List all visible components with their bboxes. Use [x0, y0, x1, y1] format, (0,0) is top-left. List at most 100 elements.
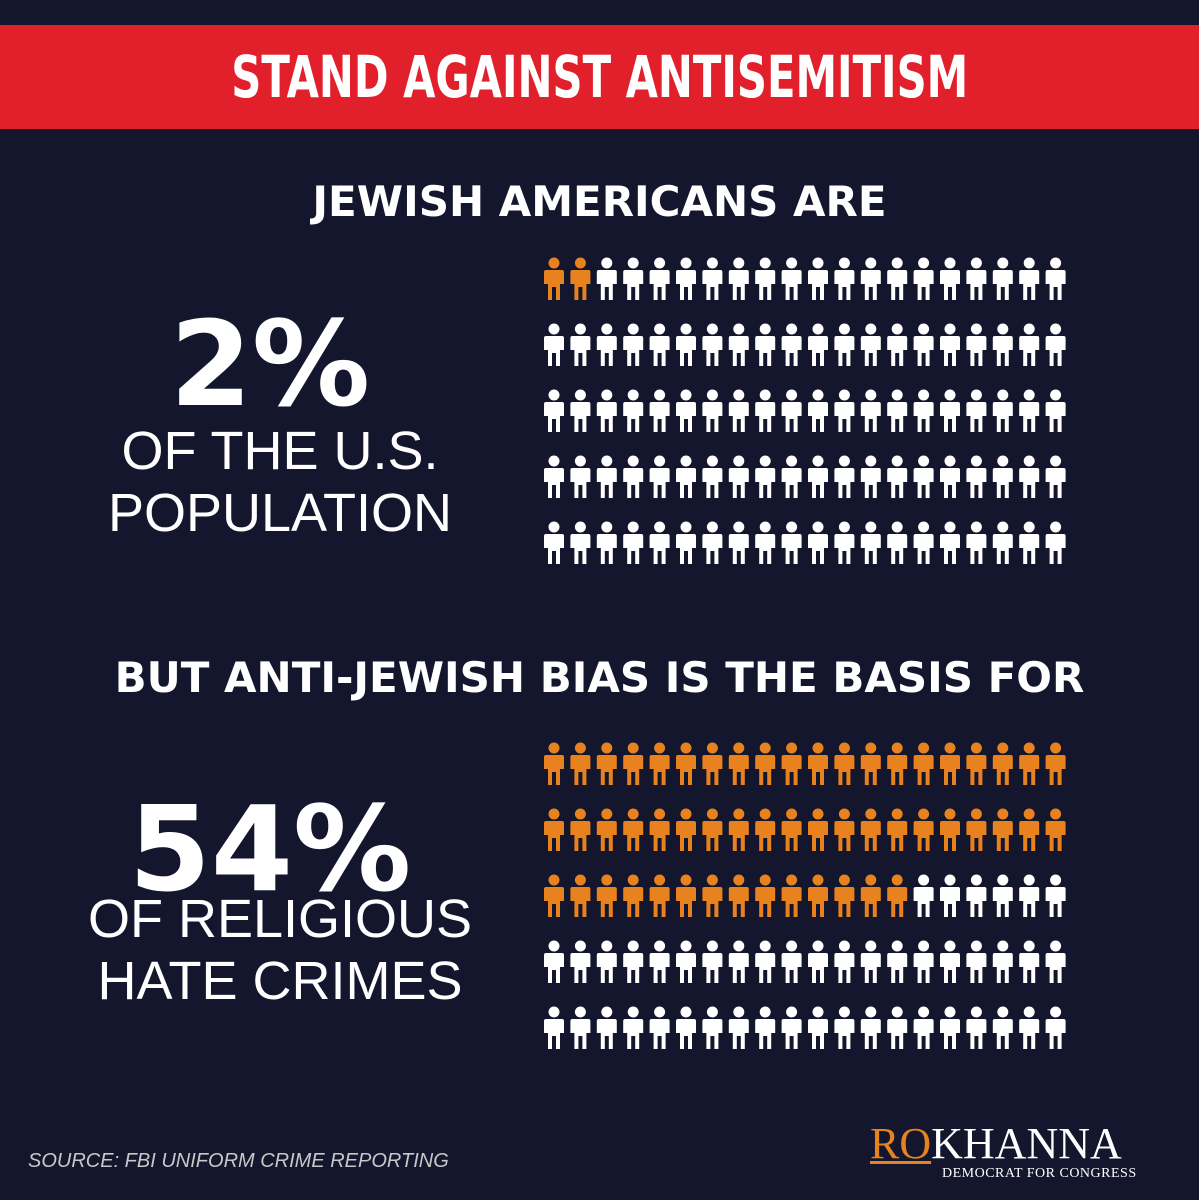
logo-tagline: DEMOCRAT FOR CONGRESS	[942, 1166, 1137, 1181]
person-icon	[649, 521, 670, 564]
person-icon	[623, 389, 644, 432]
section2-subtitle-line1: OF RELIGIOUS	[87, 889, 473, 949]
person-icon-highlighted	[860, 874, 881, 917]
person-icon-highlighted	[966, 742, 987, 785]
person-icon	[570, 521, 591, 564]
person-icon	[755, 940, 776, 983]
person-icon-highlighted	[887, 808, 908, 851]
person-icon-highlighted	[702, 742, 723, 785]
person-icon	[1045, 874, 1066, 917]
person-icon-highlighted	[702, 874, 723, 917]
person-icon	[544, 940, 564, 983]
person-icon	[1045, 455, 1066, 498]
person-icon-highlighted	[887, 742, 908, 785]
person-icon	[1045, 940, 1066, 983]
person-icon-highlighted	[755, 808, 776, 851]
section1-subtitle-line1: OF THE U.S.	[121, 421, 439, 481]
person-icon-highlighted	[966, 808, 987, 851]
person-icon-highlighted	[755, 742, 776, 785]
person-icon	[781, 389, 802, 432]
person-icon	[596, 389, 617, 432]
person-icon	[887, 1006, 908, 1049]
person-icon-highlighted	[992, 742, 1013, 785]
person-icon	[940, 1006, 960, 1049]
person-icon	[781, 257, 802, 300]
person-icon	[755, 257, 776, 300]
person-icon-highlighted	[728, 808, 749, 851]
person-icon	[808, 940, 828, 983]
person-icon	[570, 1006, 591, 1049]
person-icon	[887, 455, 908, 498]
person-icon	[781, 323, 802, 366]
person-icon	[834, 455, 855, 498]
person-icon-highlighted	[781, 874, 802, 917]
person-icon-highlighted	[1019, 808, 1040, 851]
person-icon	[913, 1006, 934, 1049]
person-icon	[676, 257, 696, 300]
person-icon	[623, 1006, 644, 1049]
person-icon	[1019, 940, 1040, 983]
person-icon-highlighted	[649, 874, 670, 917]
person-icon	[992, 389, 1013, 432]
section1-percent: 2%	[169, 295, 371, 433]
person-icon	[596, 940, 617, 983]
person-icon	[887, 323, 908, 366]
person-icon	[649, 323, 670, 366]
person-icon	[913, 874, 934, 917]
person-icon	[808, 521, 828, 564]
person-icon	[728, 940, 749, 983]
person-icon	[781, 521, 802, 564]
person-icon	[1045, 521, 1066, 564]
person-icon	[1045, 323, 1066, 366]
person-icon-highlighted	[623, 874, 644, 917]
person-icon-highlighted	[755, 874, 776, 917]
person-icon	[913, 455, 934, 498]
person-icon	[834, 1006, 855, 1049]
person-icon-highlighted	[676, 808, 696, 851]
person-icon	[913, 940, 934, 983]
person-icon	[913, 521, 934, 564]
person-icon	[544, 389, 564, 432]
person-icon-highlighted	[596, 874, 617, 917]
section2-heading: BUT ANTI-JEWISH BIAS IS THE BASIS FOR	[114, 653, 1085, 702]
person-icon	[808, 1006, 828, 1049]
person-icon	[860, 1006, 881, 1049]
logo-first: RO	[870, 1119, 932, 1168]
person-icon	[1045, 257, 1066, 300]
person-icon	[728, 1006, 749, 1049]
person-icon-highlighted	[544, 874, 564, 917]
person-icon	[544, 521, 564, 564]
hate-crimes-pictograph	[544, 742, 1066, 1049]
source-note: SOURCE: FBI UNIFORM CRIME REPORTING	[28, 1150, 449, 1172]
population-pictograph	[544, 257, 1066, 564]
person-icon-highlighted	[570, 874, 591, 917]
person-icon-highlighted	[570, 257, 591, 300]
person-icon-highlighted	[834, 808, 855, 851]
person-icon	[1019, 323, 1040, 366]
person-icon	[1019, 389, 1040, 432]
person-icon-highlighted	[808, 742, 828, 785]
person-icon	[940, 521, 960, 564]
person-icon	[649, 455, 670, 498]
person-icon	[676, 389, 696, 432]
person-icon	[966, 874, 987, 917]
person-icon	[966, 389, 987, 432]
person-icon	[596, 323, 617, 366]
person-icon	[992, 323, 1013, 366]
person-icon-highlighted	[1045, 808, 1066, 851]
person-icon	[860, 940, 881, 983]
person-icon	[676, 323, 696, 366]
person-icon	[940, 874, 960, 917]
person-icon	[966, 455, 987, 498]
person-icon	[887, 389, 908, 432]
person-icon	[834, 389, 855, 432]
section2-percent: 54%	[128, 780, 412, 918]
person-icon	[728, 257, 749, 300]
person-icon	[676, 1006, 696, 1049]
person-icon	[702, 521, 723, 564]
person-icon-highlighted	[834, 874, 855, 917]
person-icon	[966, 940, 987, 983]
person-icon-highlighted	[623, 742, 644, 785]
person-icon-highlighted	[913, 742, 934, 785]
person-icon	[755, 521, 776, 564]
